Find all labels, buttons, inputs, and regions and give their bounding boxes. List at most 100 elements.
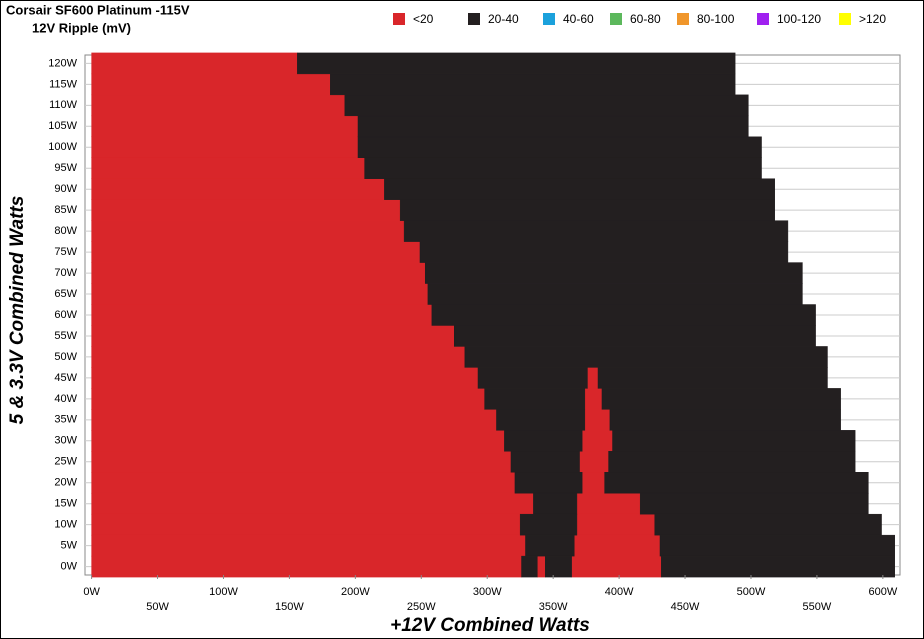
y-tick-label: 105W: [48, 120, 77, 132]
x-tick-label: 200W: [341, 586, 370, 598]
region-cell: [514, 472, 583, 494]
y-tick-label: 115W: [49, 78, 78, 90]
region-cell: [364, 157, 762, 179]
legend-swatch: [468, 13, 480, 25]
region-cell: [519, 513, 578, 536]
region-cell: [91, 409, 497, 431]
region-cell: [91, 241, 421, 263]
x-tick-label: 250W: [407, 601, 436, 613]
region-cell: [576, 513, 655, 536]
region-cell: [344, 94, 749, 117]
legend-swatch: [839, 13, 851, 25]
region-cell: [91, 492, 534, 515]
region-cell: [357, 115, 749, 138]
legend-swatch: [677, 13, 689, 25]
y-tick-label: 65W: [54, 288, 77, 300]
y-tick-label: 55W: [54, 330, 77, 342]
y-tick-label: 5W: [61, 540, 78, 552]
y-tick-label: 20W: [54, 477, 77, 489]
region-cell: [91, 367, 479, 389]
region-cell: [91, 325, 455, 347]
x-tick-label: 150W: [275, 601, 304, 613]
region-cell: [659, 534, 895, 557]
region-cell: [484, 388, 586, 410]
region-cell: [604, 472, 869, 494]
legend-label: 80-100: [697, 12, 735, 26]
region-cell: [581, 472, 605, 494]
region-cell: [91, 451, 512, 473]
region-cell: [545, 555, 572, 578]
region-cell: [91, 178, 385, 200]
region-cell: [384, 178, 775, 200]
region-cell: [525, 534, 575, 557]
region-cell: [584, 409, 611, 431]
region-cell: [91, 388, 485, 410]
legend-label: <20: [413, 12, 434, 26]
region-cell: [654, 513, 882, 536]
region-cell: [601, 388, 841, 410]
region-cell: [639, 492, 869, 515]
region-cell: [510, 451, 580, 473]
legend-swatch: [393, 13, 405, 25]
y-tick-label: 120W: [48, 57, 77, 69]
y-tick-label: 15W: [54, 498, 77, 510]
x-tick-label: 600W: [868, 586, 897, 598]
region-cell: [399, 199, 775, 221]
region-cell: [612, 430, 856, 452]
region-cell: [661, 555, 895, 578]
region-cell: [91, 220, 405, 242]
x-tick-label: 550W: [803, 601, 832, 613]
legend-label: >120: [859, 12, 886, 26]
x-tick-label: 0W: [83, 586, 100, 598]
y-tick-label: 70W: [54, 267, 77, 279]
region-cell: [91, 555, 522, 578]
region-cell: [587, 367, 599, 389]
region-cell: [521, 555, 538, 578]
x-tick-label: 400W: [605, 586, 634, 598]
region-cell: [91, 513, 521, 536]
region-cell: [424, 262, 803, 284]
region-cell: [574, 534, 661, 557]
region-cell: [584, 388, 603, 410]
region-cell: [91, 199, 401, 221]
x-tick-label: 350W: [539, 601, 568, 613]
region-cell: [477, 367, 588, 389]
region-cell: [537, 555, 546, 578]
y-tick-label: 75W: [54, 246, 77, 258]
region-cell: [576, 492, 641, 515]
chart-title: Corsair SF600 Platinum -115V: [6, 2, 190, 17]
region-cell: [91, 283, 429, 305]
region-cell: [533, 492, 578, 515]
y-tick-label: 45W: [54, 372, 77, 384]
region-cell: [609, 409, 841, 431]
y-tick-label: 0W: [61, 561, 78, 573]
x-tick-label: 50W: [146, 601, 169, 613]
region-cell: [403, 220, 789, 242]
x-tick-label: 500W: [737, 586, 766, 598]
region-cell: [91, 472, 516, 494]
region-cell: [91, 157, 365, 179]
region-cell: [571, 555, 662, 578]
x-tick-label: 300W: [473, 586, 502, 598]
y-tick-label: 35W: [54, 414, 77, 426]
region-cell: [91, 304, 433, 326]
region-cell: [579, 451, 609, 473]
y-tick-label: 50W: [54, 351, 77, 363]
x-axis-title: +12V Combined Watts: [390, 615, 590, 636]
region-cell: [454, 325, 816, 347]
region-cell: [91, 94, 346, 117]
region-cell: [496, 409, 586, 431]
region-cell: [427, 283, 803, 305]
legend-label: 40-60: [563, 12, 594, 26]
x-tick-label: 450W: [671, 601, 700, 613]
region-cell: [464, 346, 828, 368]
y-tick-label: 25W: [54, 456, 77, 468]
y-tick-label: 60W: [54, 309, 77, 321]
legend-label: 60-80: [630, 12, 661, 26]
region-cell: [297, 52, 736, 75]
y-tick-label: 80W: [54, 225, 77, 237]
region-cell: [91, 534, 526, 557]
region-cell: [608, 451, 856, 473]
legend-swatch: [757, 13, 769, 25]
